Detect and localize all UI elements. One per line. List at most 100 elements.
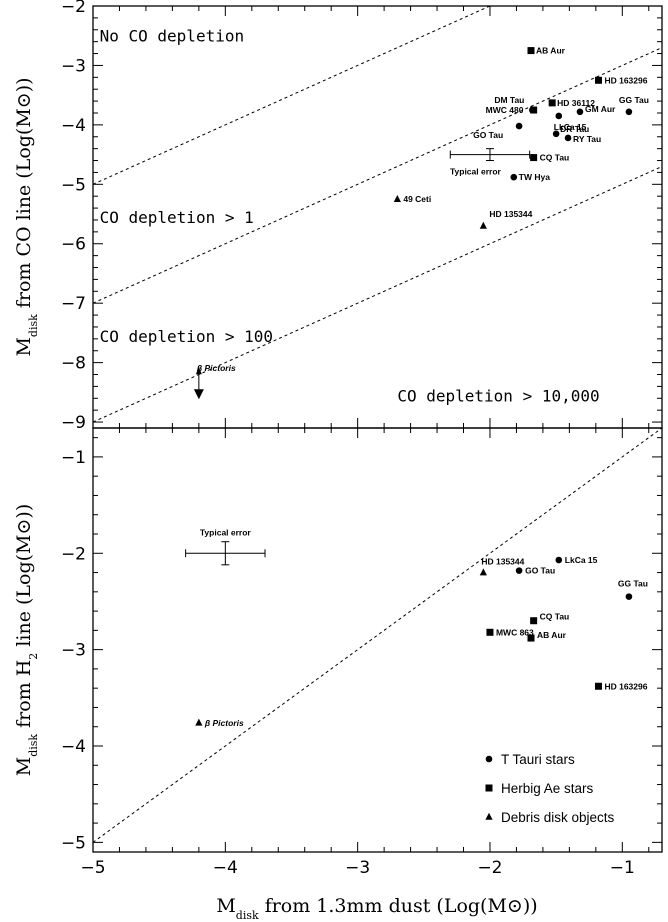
- point-label: MWC 480: [486, 105, 524, 115]
- data-marker-herbig: [530, 106, 538, 114]
- data-marker-debris: [393, 194, 401, 202]
- y-tick-label: −2: [61, 0, 86, 17]
- data-point: GO Tau: [473, 122, 523, 140]
- data-marker-herbig: [486, 628, 494, 636]
- axis-label-text: M: [216, 895, 235, 917]
- data-point: β Pictoris: [195, 718, 244, 728]
- y-tick-label: −5: [61, 833, 86, 853]
- data-point: β Pictoris: [193, 363, 236, 400]
- point-label: HD 135344: [489, 209, 532, 219]
- legend-label: Debris disk objects: [501, 810, 615, 825]
- y-tick-label: −4: [61, 737, 86, 757]
- point-label: GM Aur: [585, 104, 616, 114]
- data-marker-ttauri: [555, 112, 563, 120]
- y-tick-label: −8: [61, 354, 86, 374]
- data-marker-ttauri: [555, 556, 563, 564]
- x-tick-label: −5: [80, 858, 105, 878]
- axis-label-subscript: disk: [236, 909, 259, 922]
- point-label: LkCa 15: [565, 555, 598, 565]
- axis-label-text: from 1.3mm dust (Log(M: [259, 895, 507, 917]
- point-label: GO Tau: [525, 566, 555, 576]
- legend-label: Herbig Ae stars: [501, 781, 594, 796]
- axis-label-text: ⊙: [13, 92, 35, 108]
- y-tick-label: −5: [61, 175, 86, 195]
- point-label: HD 135344: [481, 557, 524, 567]
- x-tick-label: −1: [610, 858, 635, 878]
- data-marker-ttauri: [564, 134, 572, 142]
- y-tick-label: −2: [61, 544, 86, 564]
- point-label: GG Tau: [618, 579, 648, 589]
- data-point: MWC 863: [486, 627, 534, 637]
- legend-marker-debris: [485, 812, 493, 820]
- upper-limit-arrow-head: [193, 389, 204, 400]
- axis-label-text: line (Log(M: [13, 534, 35, 652]
- data-marker-herbig: [594, 682, 602, 690]
- axes-frame: [92, 427, 663, 853]
- data-marker-herbig: [594, 76, 602, 84]
- legend-marker-ttauri: [485, 755, 493, 763]
- data-marker-debris: [195, 367, 202, 375]
- point-label: LkCa 15: [554, 122, 587, 132]
- data-point: HD 135344: [479, 557, 525, 576]
- typical-error-bar: Typical error: [185, 528, 266, 566]
- data-marker-debris: [195, 718, 203, 726]
- point-label: AB Aur: [536, 46, 566, 56]
- axis-label-text: )): [13, 77, 35, 92]
- top-panel: −9 −8 −7 −6 −5 −4 −3 −2 No CO depletion CO deplet…: [61, 0, 663, 433]
- y-tick-label: −3: [61, 56, 86, 76]
- point-label: GO Tau: [473, 130, 503, 140]
- x-tick-label: −3: [345, 858, 370, 878]
- region-label: CO depletion > 1: [100, 208, 254, 227]
- data-marker-herbig: [548, 99, 556, 107]
- point-label: HD 36112: [557, 98, 595, 108]
- data-point: 49 Ceti: [393, 194, 431, 204]
- y-tick-label: −6: [61, 235, 86, 255]
- axis-label-subscript: disk: [27, 314, 40, 337]
- data-point: HD 135344: [479, 209, 533, 229]
- data-point: AB Aur: [527, 630, 567, 642]
- typical-error-label: Typical error: [450, 167, 502, 177]
- data-point: GG Tau: [619, 95, 649, 116]
- bottom-panel: −5 −4 −3 −2 −1 −5 −4 −3 −2 −1 Typical error HD 1353…: [61, 427, 663, 878]
- data-point: LkCa 15: [554, 112, 587, 132]
- axis-label-text: M: [13, 757, 35, 776]
- data-point: CQ Tau: [530, 153, 569, 163]
- data-marker-ttauri: [576, 108, 584, 116]
- axis-label-text: from CO line (Log(M: [13, 108, 35, 314]
- data-point: LkCa 15: [555, 555, 598, 565]
- y-tick-label: −4: [61, 116, 86, 136]
- axis-label-subscript: disk: [27, 734, 40, 757]
- data-point: MWC 480: [486, 105, 538, 115]
- data-marker-ttauri: [515, 122, 523, 130]
- y-tick-label: −7: [61, 294, 86, 314]
- data-point: CQ Tau: [530, 612, 569, 625]
- axis-label-text: from H: [13, 660, 35, 734]
- data-marker-ttauri: [625, 108, 633, 116]
- xlabel-axis-label: Mdisk from 1.3mm dust (Log(M⊙)): [216, 895, 537, 922]
- reference-line-0: [93, 6, 492, 185]
- data-marker-ttauri: [625, 593, 633, 600]
- ylabel-axis-label: Mdisk from H2 line (Log(M⊙)): [13, 504, 40, 777]
- y-tick-label: −1: [61, 448, 86, 468]
- point-label: HD 163296: [604, 681, 647, 691]
- reference-line-1: [93, 47, 662, 304]
- legend-marker-herbig: [485, 784, 493, 792]
- point-label: HD 163296: [604, 75, 647, 85]
- data-point: RY Tau: [564, 134, 601, 144]
- legend: T Tauri stars Herbig Ae stars Debris disk …: [485, 752, 615, 825]
- legend-label: T Tauri stars: [501, 752, 575, 767]
- reference-lines: [93, 6, 662, 423]
- axis-label-text: )): [13, 504, 35, 519]
- typical-error-label: Typical error: [200, 528, 252, 538]
- data-point: DR Tau: [552, 124, 589, 138]
- data-point: HD 36112: [548, 98, 595, 108]
- data-point: GM Aur: [576, 104, 616, 116]
- point-label: AB Aur: [537, 630, 567, 640]
- region-label: CO depletion > 10,000: [397, 386, 599, 405]
- data-marker-herbig: [530, 154, 538, 162]
- data-point: TW Hya: [510, 172, 550, 182]
- data-marker-ttauri: [515, 567, 523, 574]
- data-point: AB Aur: [527, 46, 566, 56]
- point-label: DR Tau: [560, 124, 589, 134]
- point-label: TW Hya: [519, 172, 550, 182]
